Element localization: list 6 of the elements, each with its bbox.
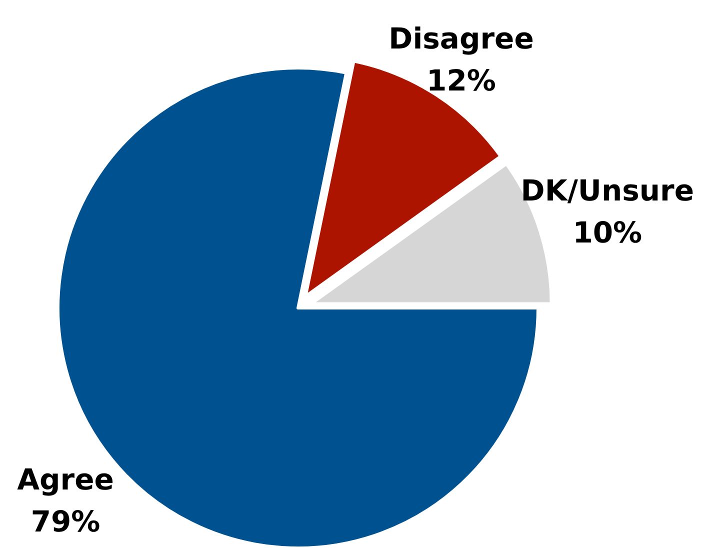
data-label: 10%: [572, 216, 642, 250]
slice-label: Disagree: [388, 21, 534, 56]
slice-label: Agree: [17, 462, 114, 497]
data-label: 12%: [426, 63, 496, 98]
slice-label: DK/Unsure: [520, 174, 694, 208]
data-label: 79%: [30, 504, 100, 539]
